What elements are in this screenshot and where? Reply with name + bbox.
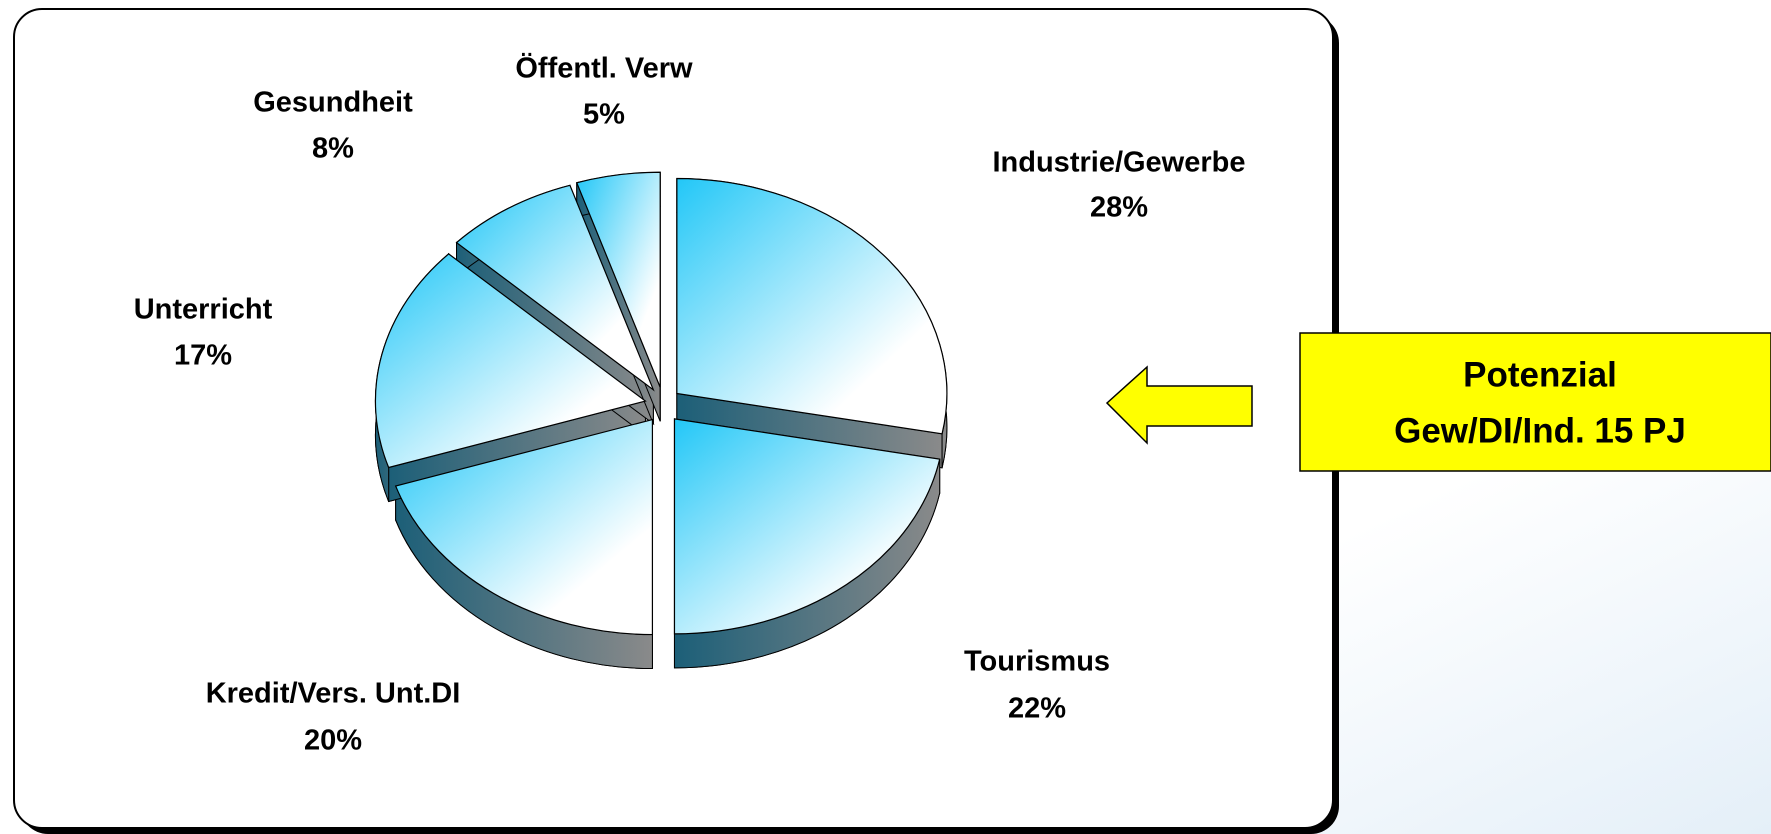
value-label: 20% (304, 725, 362, 757)
slice-label: Gesundheit (253, 87, 413, 119)
slice (676, 177, 948, 435)
value-label: 28% (1090, 192, 1148, 224)
slice-label: Unterricht (134, 294, 273, 326)
arrow (1105, 365, 1253, 445)
value-label: 22% (1008, 693, 1066, 725)
pie (374, 171, 948, 670)
slice-label: Tourismus (964, 646, 1110, 678)
slice (575, 171, 661, 388)
slice (394, 418, 654, 636)
value-label: 8% (312, 133, 354, 165)
annotation: Potenzial (1463, 355, 1617, 394)
callout-box (1299, 332, 1771, 472)
slice-label: Öffentl. Verw (515, 52, 693, 85)
value-label: 5% (583, 99, 625, 131)
slice-label: Kredit/Vers. Unt.DI (206, 678, 461, 710)
slice (455, 184, 655, 392)
slice-label: Industrie/Gewerbe (992, 147, 1245, 179)
slice (374, 253, 647, 469)
annotation: Gew/DI/Ind. 15 PJ (1394, 411, 1686, 450)
slice (673, 418, 941, 635)
value-label: 17% (174, 340, 232, 372)
